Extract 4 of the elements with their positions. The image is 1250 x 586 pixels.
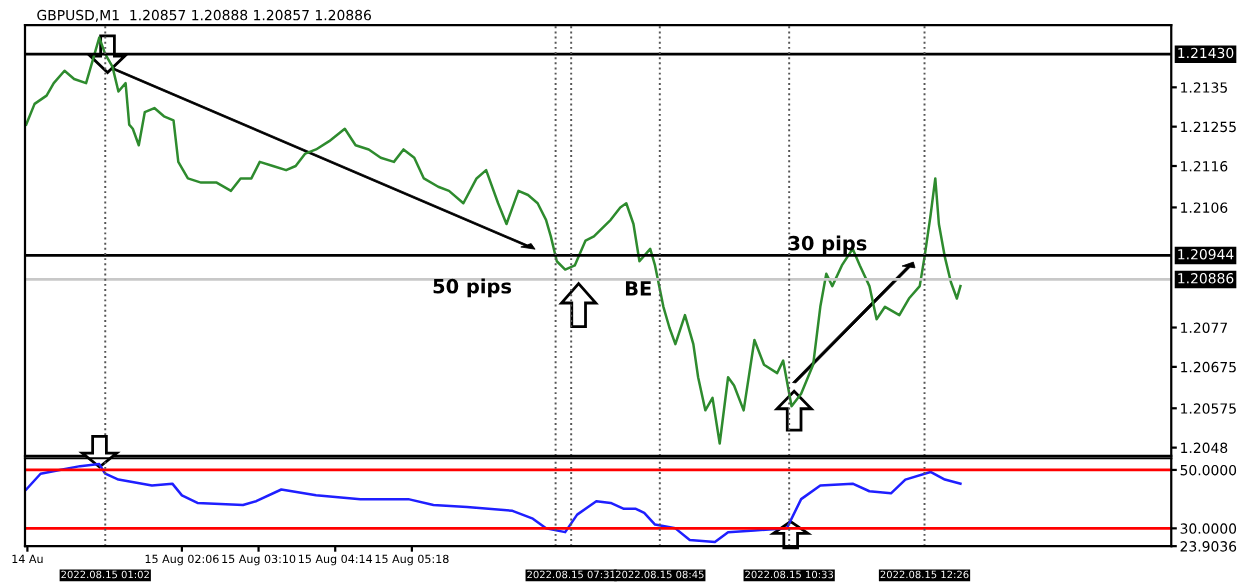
annotation: 50 pips (433, 278, 512, 298)
annotation: 30 pips (788, 235, 867, 255)
line-series (25, 34, 962, 445)
annotation: BE (625, 281, 651, 296)
